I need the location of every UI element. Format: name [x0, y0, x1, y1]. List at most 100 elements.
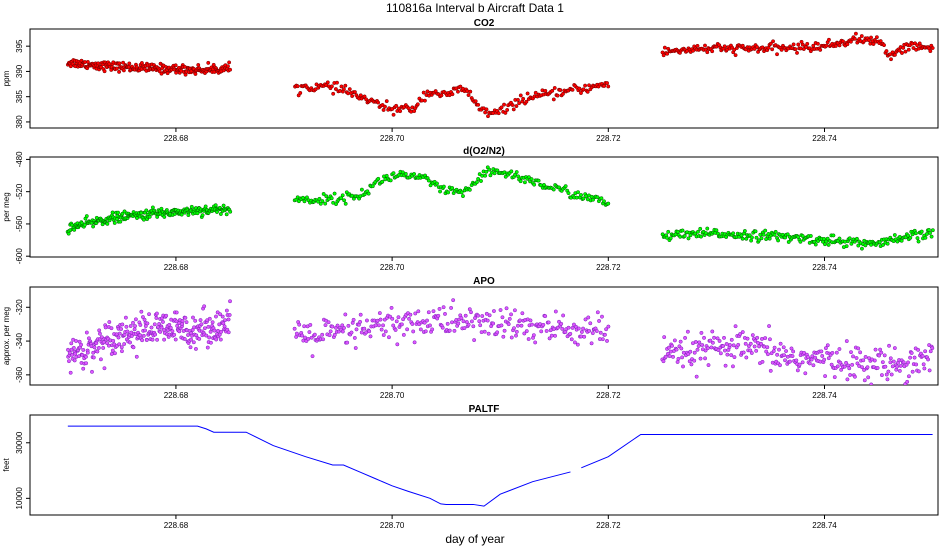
data-point: [333, 87, 338, 92]
data-point: [145, 321, 150, 326]
data-point: [897, 368, 902, 373]
data-point: [773, 229, 778, 234]
series-co2: [65, 31, 935, 119]
data-point: [883, 364, 888, 369]
data-point: [674, 347, 679, 352]
data-point: [854, 356, 859, 360]
data-point: [550, 88, 555, 93]
data-point: [518, 93, 523, 98]
data-point: [518, 179, 523, 184]
data-point: [581, 326, 586, 331]
data-point: [306, 336, 311, 341]
data-point: [767, 236, 772, 241]
data-point: [577, 86, 582, 91]
data-point: [321, 192, 326, 196]
data-point: [203, 204, 208, 209]
data-point: [359, 187, 364, 192]
data-point: [140, 338, 145, 343]
data-point: [403, 171, 408, 176]
data-point: [695, 347, 700, 352]
data-point: [683, 335, 688, 340]
data-point: [121, 60, 126, 65]
x-tick-label: 228.70: [380, 263, 405, 272]
data-point: [321, 337, 326, 342]
data-point: [128, 340, 132, 345]
data-point: [574, 195, 579, 200]
data-point: [123, 315, 128, 320]
data-point: [413, 311, 418, 316]
data-point: [294, 334, 299, 339]
data-point: [575, 342, 580, 347]
data-point: [569, 337, 574, 342]
data-point: [661, 53, 666, 58]
data-point: [826, 37, 831, 42]
data-point: [72, 358, 77, 363]
data-point: [771, 39, 776, 44]
data-point: [191, 315, 195, 320]
data-point: [343, 201, 348, 206]
data-point: [860, 365, 864, 370]
data-point: [85, 350, 90, 355]
data-point: [339, 84, 344, 89]
data-point: [308, 322, 313, 327]
data-point: [208, 329, 213, 334]
plot-frame: [29, 414, 939, 516]
data-point: [736, 342, 741, 347]
data-point: [553, 333, 558, 338]
data-point: [498, 308, 503, 312]
data-point: [376, 323, 381, 328]
data-point: [499, 105, 504, 110]
data-point: [496, 111, 501, 116]
data-point: [479, 330, 484, 335]
data-point: [850, 362, 855, 367]
data-point: [563, 184, 568, 189]
data-point: [228, 209, 233, 214]
data-point: [602, 199, 606, 204]
data-point: [605, 338, 609, 343]
data-point: [67, 359, 71, 364]
data-point: [450, 186, 455, 190]
data-point: [476, 177, 481, 181]
data-point: [811, 43, 816, 48]
data-point: [928, 349, 933, 354]
data-point: [159, 325, 164, 330]
data-point: [179, 212, 184, 217]
data-point: [206, 60, 211, 65]
data-point: [897, 48, 902, 53]
data-point: [512, 326, 516, 331]
data-point: [476, 313, 481, 318]
data-point: [798, 239, 803, 244]
data-point: [418, 327, 423, 332]
data-point: [725, 352, 730, 357]
data-point: [440, 325, 445, 330]
data-point: [441, 184, 446, 189]
data-point: [765, 345, 770, 350]
data-point: [426, 178, 431, 183]
data-point: [675, 360, 680, 364]
data-point: [150, 337, 155, 342]
data-point: [139, 309, 144, 314]
x-tick-label: 228.68: [164, 134, 189, 143]
data-point: [359, 330, 364, 335]
data-point: [120, 322, 125, 327]
data-point: [343, 83, 348, 88]
data-point: [606, 324, 611, 329]
data-point: [708, 338, 713, 343]
data-point: [92, 345, 97, 350]
data-point: [863, 243, 868, 248]
data-point: [173, 63, 178, 68]
data-point: [120, 349, 124, 354]
data-point: [324, 194, 329, 199]
data-point: [882, 353, 887, 358]
data-point: [436, 313, 441, 318]
data-point: [412, 172, 417, 176]
data-point: [484, 107, 489, 112]
data-point: [174, 310, 179, 315]
data-point: [96, 345, 101, 350]
data-point: [188, 345, 193, 350]
x-tick-label: 228.70: [380, 521, 405, 530]
data-point: [778, 363, 782, 368]
data-point: [811, 363, 816, 368]
data-point: [396, 315, 401, 320]
data-point: [546, 320, 551, 325]
